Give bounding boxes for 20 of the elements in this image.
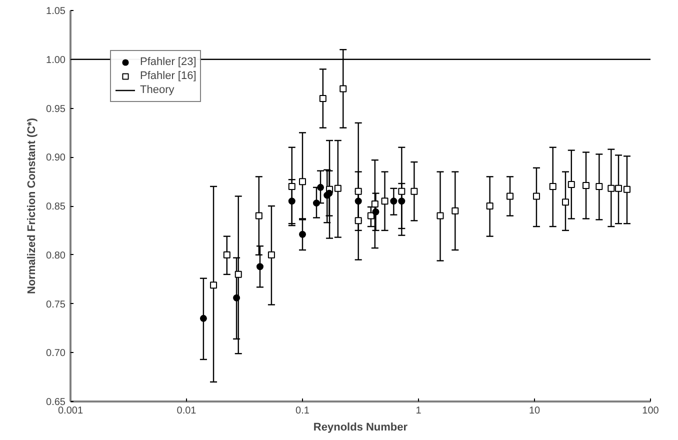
x-tick-label: 0.1 <box>296 406 310 416</box>
x-tick-label: 1 <box>416 406 422 416</box>
y-tick-label: 0.85 <box>46 202 66 212</box>
x-tick-label: 10 <box>528 406 540 416</box>
y-tick-label: 0.70 <box>46 348 66 360</box>
y-tick-label: 1.00 <box>46 54 66 66</box>
y-tick-label: 0.90 <box>46 152 66 164</box>
legend-label: Pfahler [16] <box>140 69 196 83</box>
y-axis-title: Normalized Friction Constant (C*) <box>26 118 38 294</box>
legend-label: Theory <box>140 83 174 97</box>
y-tick-label: 0.80 <box>46 250 66 262</box>
y-tick-label: 0.95 <box>46 104 66 115</box>
y-tick-label: 1.05 <box>46 6 66 17</box>
legend-label: Pfahler [23] <box>140 55 196 69</box>
y-tick-label: 0.65 <box>46 397 66 408</box>
y-tick-label: 0.75 <box>46 299 66 310</box>
x-tick-label: 0.01 <box>176 406 197 416</box>
x-tick-label: 0.001 <box>58 406 84 416</box>
x-axis-title: Reynolds Number <box>313 422 408 434</box>
x-tick-label: 100 <box>642 406 660 416</box>
